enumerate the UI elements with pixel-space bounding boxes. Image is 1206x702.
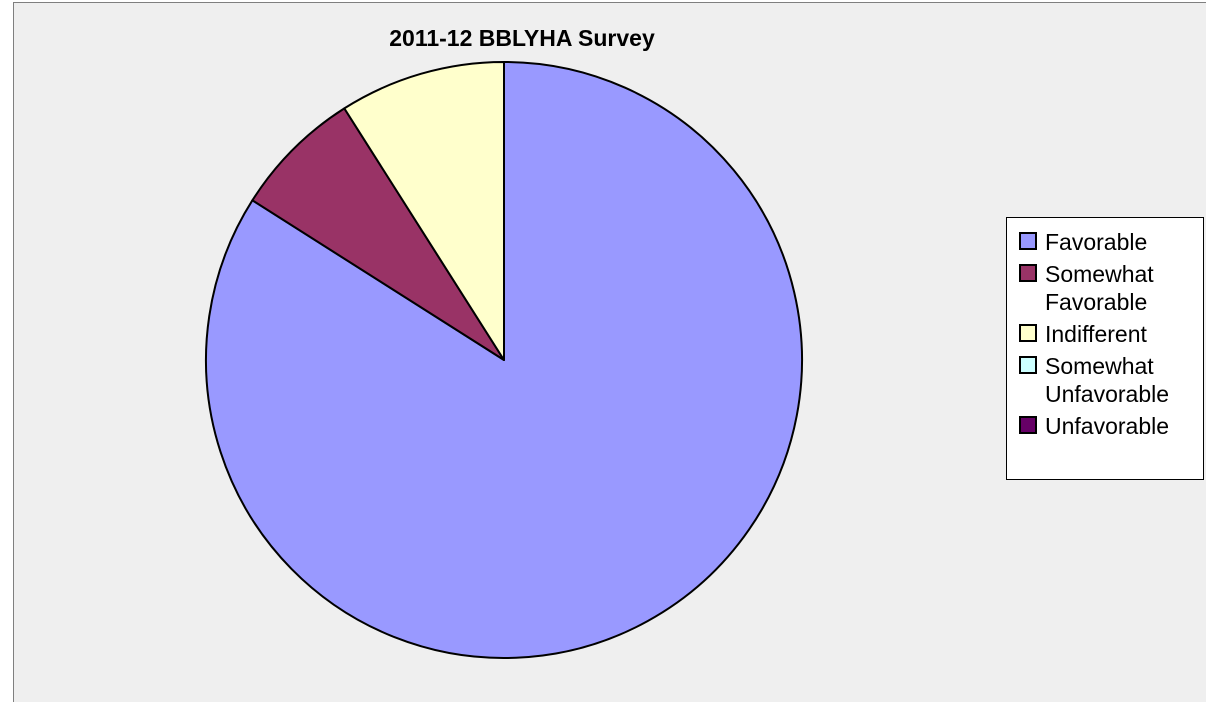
legend-item-favorable: Favorable: [1019, 228, 1203, 256]
legend-item-somewhat-unfavorable: Somewhat Unfavorable: [1019, 352, 1203, 408]
chart-title: 2011-12 BBLYHA Survey: [389, 25, 655, 51]
pie-chart: [205, 61, 803, 659]
legend-item-somewhat-favorable: Somewhat Favorable: [1019, 260, 1203, 316]
legend-label-somewhat-unfavorable: Somewhat Unfavorable: [1045, 353, 1170, 407]
legend-swatch-indifferent: [1019, 324, 1037, 342]
legend-label-indifferent: Indifferent: [1045, 321, 1147, 347]
chart-area: 2011-12 BBLYHA Survey Favorable Somewhat …: [13, 2, 1206, 702]
legend-swatch-somewhat-favorable: [1019, 264, 1037, 282]
legend-swatch-somewhat-unfavorable: [1019, 356, 1037, 374]
pie-slice-somewhat-favorable: [251, 107, 505, 361]
legend-item-unfavorable: Unfavorable: [1019, 412, 1203, 440]
legend-swatch-favorable: [1019, 232, 1037, 250]
pie-slice-favorable: [205, 61, 803, 659]
legend-label-somewhat-favorable: Somewhat Favorable: [1045, 261, 1154, 315]
legend-item-indifferent: Indifferent: [1019, 320, 1203, 348]
legend-label-favorable: Favorable: [1045, 229, 1148, 255]
legend: Favorable Somewhat Favorable Indifferent So…: [1006, 217, 1204, 480]
legend-label-unfavorable: Unfavorable: [1045, 413, 1170, 439]
pie-slice-indifferent: [343, 61, 505, 361]
legend-swatch-unfavorable: [1019, 416, 1037, 434]
